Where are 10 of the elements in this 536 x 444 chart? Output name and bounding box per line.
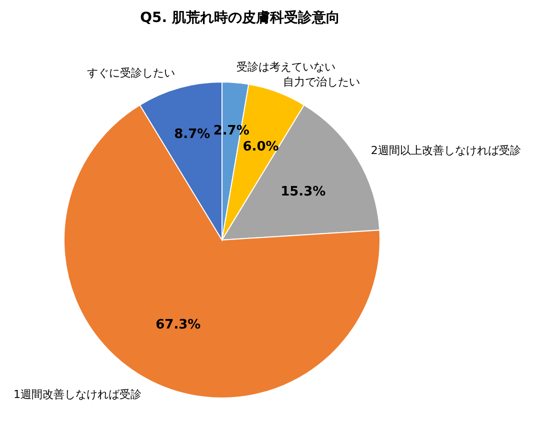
- slice-label: 1週間改善しなければ受診: [14, 388, 142, 402]
- chart-title: Q5. 肌荒れ時の皮膚科受診意向: [140, 9, 340, 26]
- slice-label: 受診は考えていない: [236, 60, 336, 74]
- slice-label: すぐに受診したい: [87, 66, 176, 80]
- data-label: 15.3%: [280, 184, 326, 200]
- data-label: 67.3%: [156, 318, 201, 333]
- slice-label: 自力で治したい: [282, 75, 360, 88]
- data-label: 6.0%: [242, 139, 279, 154]
- slice-label: 2週間以上改善しなければ受診: [370, 144, 521, 157]
- data-label: 8.7%: [174, 127, 210, 142]
